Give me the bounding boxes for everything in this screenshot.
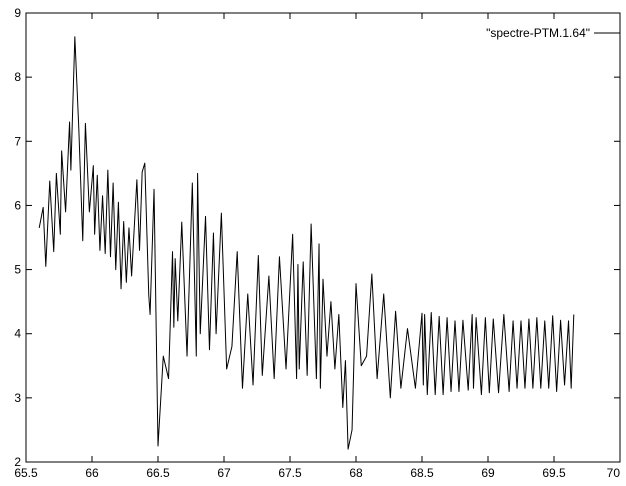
x-tick-label: 67: [217, 466, 231, 480]
y-tick-label: 7: [14, 134, 21, 148]
y-tick-label: 3: [14, 391, 21, 405]
x-tick-label: 68: [349, 466, 363, 480]
y-tick-label: 5: [14, 263, 21, 277]
x-tick-label: 66: [85, 466, 99, 480]
x-tick-label: 66.5: [146, 466, 170, 480]
y-tick-label: 8: [14, 70, 21, 84]
x-tick-label: 69: [481, 466, 495, 480]
x-tick-label: 68.5: [410, 466, 434, 480]
y-tick-label: 4: [14, 327, 21, 341]
plot-frame: [25, 12, 621, 463]
y-tick-label: 9: [14, 6, 21, 20]
y-tick-label: 2: [14, 455, 21, 469]
x-tick-label: 70: [607, 466, 621, 480]
x-tick-label: 67.5: [278, 466, 302, 480]
x-tick-label: 65.5: [14, 466, 38, 480]
series-line-spectre-ptm: [38, 36, 575, 450]
y-axis: 2 3 4 5 6 7 8 9: [14, 6, 620, 469]
x-axis: 65.5 66 66.5 67 67.5 68 68.5 69 69.5 70: [14, 13, 621, 480]
y-tick-label: 6: [14, 198, 21, 212]
x-tick-label: 69.5: [542, 466, 566, 480]
legend: "spectre-PTM.1.64": [486, 26, 620, 40]
legend-entry-spectre-ptm: "spectre-PTM.1.64": [486, 26, 590, 40]
